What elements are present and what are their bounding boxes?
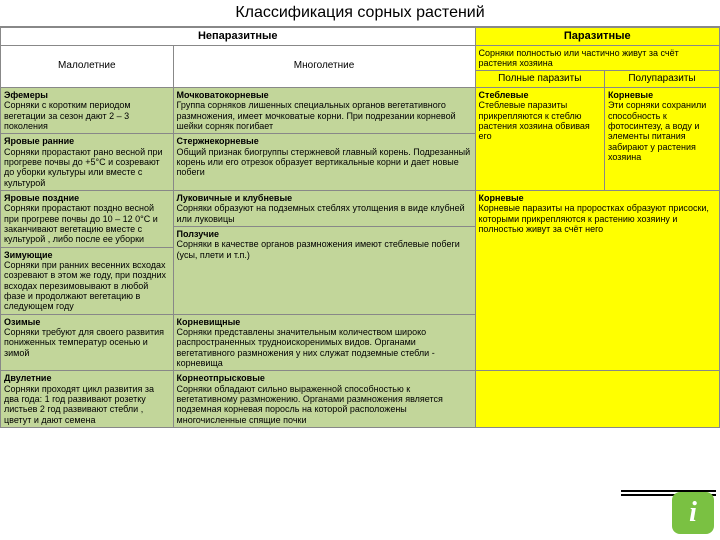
cell-late-spring: Яровые поздниеСорняки прорастают поздно …: [1, 190, 174, 247]
hdr-full-parasites: Полные паразиты: [475, 71, 604, 88]
cell-ephemera: ЭфемерыСорняки с коротким периодом вегет…: [1, 87, 174, 133]
cell-root-parasites: КорневыеКорневые паразиты на проростках …: [475, 190, 719, 371]
hdr-semi-parasites: Полупаразиты: [604, 71, 719, 88]
hdr-nonparasitic: Непаразитные: [1, 28, 476, 46]
cell-empty-parasite: [475, 371, 719, 428]
cell-bulbous: Луковичные и клубневыеСорняки образуют н…: [173, 190, 475, 226]
cell-winter: ОзимыеСорняки требуют для своего развити…: [1, 314, 174, 371]
parasitic-desc: Сорняки полностью или частично живут за …: [475, 45, 719, 71]
cell-biennial: ДвулетниеСорняки проходят цикл развития …: [1, 371, 174, 428]
hdr-parasitic: Паразитные: [475, 28, 719, 46]
cell-root-sprouting: КорнеотпрысковыеСорняки обладают сильно …: [173, 371, 475, 428]
hdr-perennial: Многолетние: [173, 45, 475, 87]
cell-tap-root: СтержнекорневыеОбщий признак биогруппы с…: [173, 134, 475, 191]
page-title: Классификация сорных растений: [0, 0, 720, 27]
cell-root-semi: КорневыеЭти сорняки сохранили способност…: [604, 87, 719, 190]
cell-rhizome: КорневищныеСорняки представлены значител…: [173, 314, 475, 371]
classification-table: Непаразитные Паразитные Малолетние Много…: [0, 27, 720, 428]
cell-creeping: ПолзучиеСорняки в качестве органов размн…: [173, 226, 475, 314]
cell-early-spring: Яровые ранниеСорняки прорастают рано вес…: [1, 134, 174, 191]
cell-wintering: ЗимующиеСорняки при ранних весенних всхо…: [1, 247, 174, 314]
cell-stem-parasites: СтеблевыеСтеблевые паразиты прикрепляютс…: [475, 87, 604, 190]
info-icon[interactable]: i: [672, 492, 714, 534]
hdr-annual: Малолетние: [1, 45, 174, 87]
cell-fibrous-root: МочковатокорневыеГруппа сорняков лишенны…: [173, 87, 475, 133]
